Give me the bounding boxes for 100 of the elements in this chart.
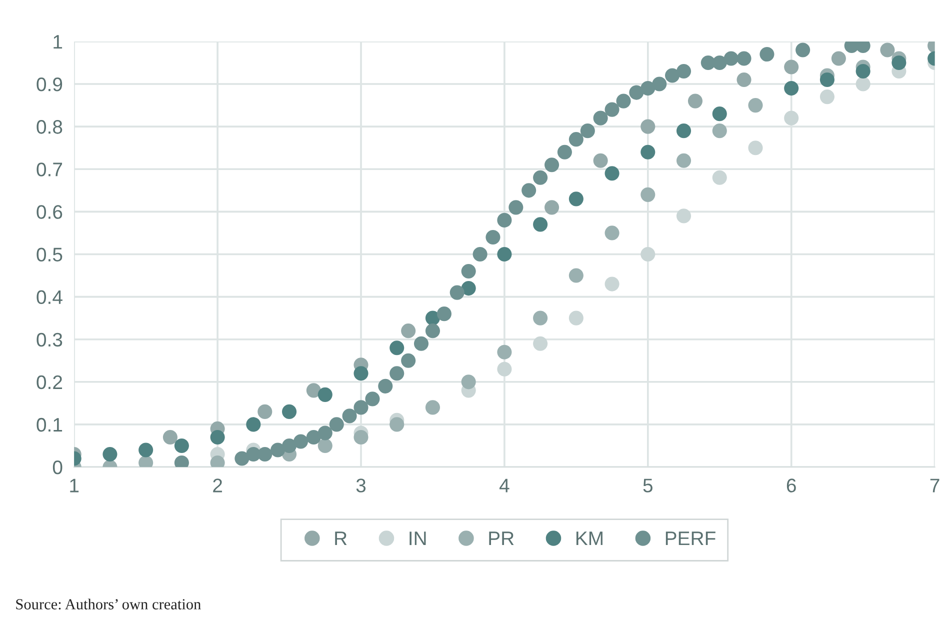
legend-label: R bbox=[335, 532, 347, 546]
point bbox=[820, 72, 834, 88]
point bbox=[593, 153, 608, 168]
point bbox=[604, 226, 620, 240]
point bbox=[665, 68, 680, 83]
point bbox=[544, 200, 560, 215]
point bbox=[401, 324, 416, 338]
x-tick-label: 3 bbox=[356, 478, 366, 492]
point bbox=[342, 408, 357, 424]
point bbox=[138, 442, 154, 458]
point bbox=[568, 132, 584, 147]
point bbox=[580, 124, 595, 138]
point bbox=[282, 404, 297, 419]
point bbox=[568, 268, 584, 283]
point bbox=[544, 158, 560, 172]
point bbox=[736, 72, 752, 88]
point bbox=[425, 400, 440, 415]
legend-label: PERF bbox=[666, 532, 716, 546]
point bbox=[712, 124, 727, 138]
x-tick-label: 4 bbox=[499, 478, 510, 492]
point bbox=[306, 430, 321, 445]
point bbox=[880, 42, 895, 58]
point bbox=[712, 55, 727, 70]
y-tick-label: 0.6 bbox=[36, 205, 62, 219]
point bbox=[258, 404, 272, 419]
point bbox=[354, 366, 368, 381]
point bbox=[461, 264, 476, 279]
point bbox=[640, 119, 656, 134]
point bbox=[688, 94, 703, 108]
point bbox=[486, 230, 500, 245]
point bbox=[414, 336, 429, 351]
point bbox=[390, 340, 404, 356]
point bbox=[246, 417, 261, 432]
point bbox=[640, 246, 656, 262]
point bbox=[593, 110, 608, 126]
legend-label: KM bbox=[576, 532, 602, 546]
point bbox=[616, 94, 631, 108]
point bbox=[724, 51, 738, 66]
point bbox=[318, 438, 332, 454]
point bbox=[640, 187, 656, 202]
point bbox=[640, 80, 656, 96]
point bbox=[162, 430, 178, 445]
y-tick-label: 0.1 bbox=[36, 418, 62, 432]
point bbox=[522, 183, 536, 198]
y-tick-label: 0.7 bbox=[36, 162, 62, 176]
point bbox=[508, 200, 524, 215]
point bbox=[652, 76, 667, 92]
source-note: Source: Authors’ own creation bbox=[16, 598, 201, 610]
point bbox=[533, 170, 548, 185]
point bbox=[533, 336, 548, 351]
y-tick-label: 0.3 bbox=[36, 332, 62, 347]
point bbox=[784, 60, 799, 74]
legend-label: IN bbox=[410, 532, 426, 546]
x-tick-label: 1 bbox=[70, 478, 79, 492]
point bbox=[831, 51, 846, 66]
point bbox=[390, 366, 404, 381]
point bbox=[604, 102, 620, 117]
point bbox=[461, 374, 476, 390]
point bbox=[497, 246, 512, 262]
point bbox=[760, 46, 774, 62]
point bbox=[354, 400, 368, 415]
x-tick-label: 7 bbox=[930, 478, 940, 492]
point bbox=[784, 80, 799, 96]
point bbox=[318, 387, 332, 402]
point bbox=[472, 246, 488, 262]
y-tick-label: 0.5 bbox=[36, 248, 62, 262]
y-tick-label: 0.9 bbox=[36, 77, 62, 92]
point bbox=[629, 85, 644, 100]
point bbox=[258, 446, 272, 462]
y-tick-label: 0.2 bbox=[36, 375, 62, 390]
point bbox=[461, 281, 476, 296]
point bbox=[796, 42, 810, 58]
point bbox=[354, 430, 368, 445]
point bbox=[736, 51, 752, 66]
point bbox=[282, 438, 297, 454]
legend-label: PR bbox=[489, 532, 514, 546]
point bbox=[892, 55, 906, 70]
point bbox=[640, 144, 656, 160]
point bbox=[306, 383, 321, 398]
point bbox=[174, 438, 189, 454]
point bbox=[318, 426, 332, 440]
x-tick-label: 2 bbox=[213, 478, 222, 492]
point bbox=[568, 310, 584, 326]
y-tick-label: 0.8 bbox=[36, 120, 62, 134]
point bbox=[748, 140, 763, 156]
point bbox=[390, 417, 404, 432]
point bbox=[676, 64, 692, 79]
point bbox=[568, 192, 584, 206]
x-tick-label: 5 bbox=[643, 478, 652, 492]
point bbox=[604, 276, 620, 292]
y-tick-label: 1 bbox=[54, 35, 62, 49]
point bbox=[497, 212, 512, 228]
point bbox=[329, 417, 344, 432]
point bbox=[425, 324, 440, 338]
point bbox=[676, 208, 692, 224]
point bbox=[450, 285, 464, 300]
point bbox=[365, 392, 380, 406]
x-tick-label: 6 bbox=[786, 478, 796, 492]
point bbox=[748, 98, 763, 113]
y-tick-label: 0.4 bbox=[36, 290, 62, 304]
